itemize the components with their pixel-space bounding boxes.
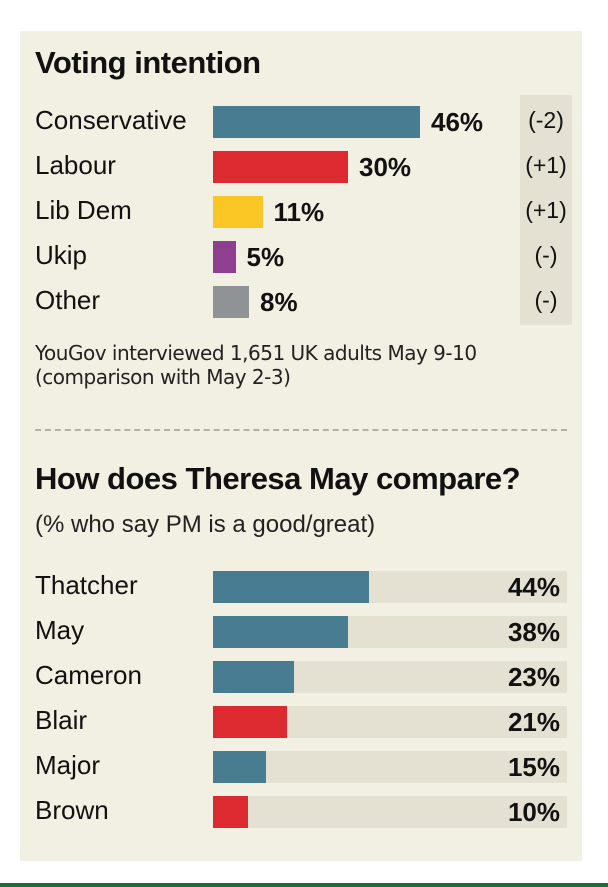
value-label-lib-dem: 11% xyxy=(273,197,325,227)
pm-label-may: May xyxy=(35,615,85,645)
source-note-line-2: (comparison with May 2-3) xyxy=(35,365,291,389)
bar-ukip xyxy=(213,241,236,273)
pm-bar-brown xyxy=(213,796,249,828)
pm-bar-cameron xyxy=(213,661,295,693)
change-label-lib-dem: (+1) xyxy=(525,197,567,223)
value-label-labour: 30% xyxy=(359,152,412,182)
chart-panel: Voting intention Conservative 46% (-2) Labo… xyxy=(20,31,582,861)
bar-labour xyxy=(213,151,348,183)
bottom-rule xyxy=(0,883,608,887)
pm-label-brown: Brown xyxy=(35,795,109,825)
pm-bar-thatcher xyxy=(213,571,369,603)
value-label-conservative: 46% xyxy=(431,107,484,137)
pm-bar-may xyxy=(213,616,348,648)
track-major xyxy=(213,751,567,783)
category-label-lib-dem: Lib Dem xyxy=(35,195,132,225)
pm-label-thatcher: Thatcher xyxy=(35,570,138,600)
pm-comparison-subtitle: (% who say PM is a good/great) xyxy=(35,511,376,538)
pm-value-major: 15% xyxy=(507,752,560,782)
bar-lib-dem xyxy=(213,196,263,228)
section-divider xyxy=(35,429,567,431)
pm-label-blair: Blair xyxy=(35,705,88,735)
category-label-ukip: Ukip xyxy=(35,240,88,270)
change-label-ukip: (-) xyxy=(534,242,558,268)
category-label-conservative: Conservative xyxy=(35,105,187,135)
pm-value-brown: 10% xyxy=(507,797,560,827)
value-label-ukip: 5% xyxy=(246,242,285,272)
change-label-other: (-) xyxy=(534,287,558,313)
value-label-other: 8% xyxy=(260,287,298,317)
category-label-other: Other xyxy=(35,285,101,315)
track-brown xyxy=(213,796,567,828)
source-note: YouGov interviewed 1,651 UK adults May 9… xyxy=(35,341,477,389)
pm-bar-blair xyxy=(213,706,288,738)
voting-intention-title: Voting intention xyxy=(35,45,261,80)
pm-value-cameron: 23% xyxy=(507,662,560,692)
bar-other xyxy=(213,286,249,318)
pm-value-may: 38% xyxy=(507,617,560,647)
pm-label-cameron: Cameron xyxy=(35,660,142,690)
category-label-labour: Labour xyxy=(35,150,116,180)
pm-bar-major xyxy=(213,751,267,783)
pm-label-major: Major xyxy=(35,750,101,780)
bar-conservative xyxy=(213,106,420,138)
source-note-line-1: YouGov interviewed 1,651 UK adults May 9… xyxy=(35,341,477,365)
pm-value-thatcher: 44% xyxy=(507,572,560,602)
change-label-conservative: (-2) xyxy=(528,107,564,133)
change-column-background xyxy=(520,95,572,325)
change-label-labour: (+1) xyxy=(525,152,567,178)
pm-comparison-title: How does Theresa May compare? xyxy=(35,461,521,496)
pm-value-blair: 21% xyxy=(507,707,560,737)
